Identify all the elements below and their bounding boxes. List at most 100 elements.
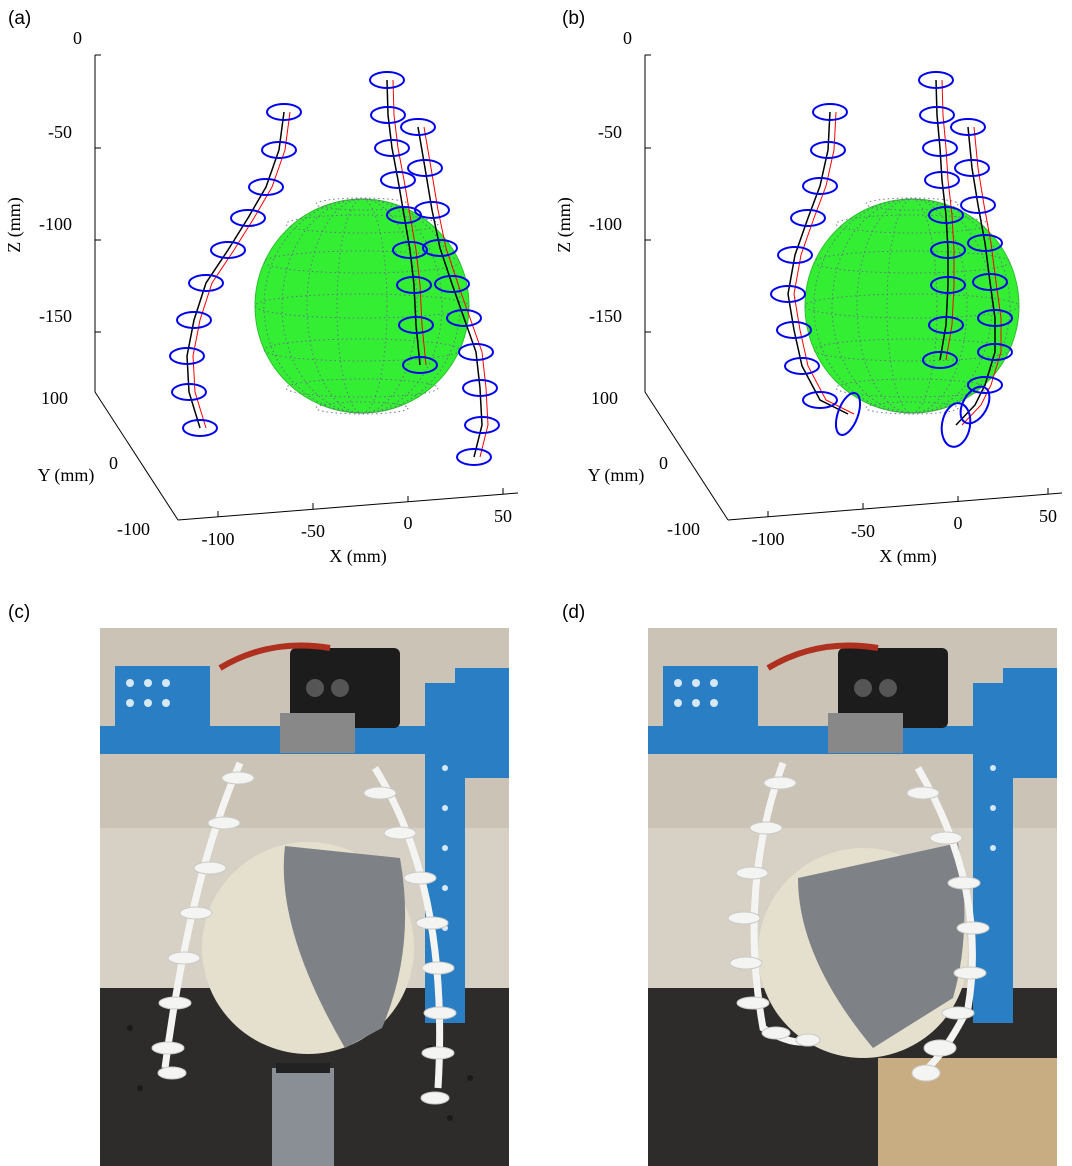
z-tick-label: -100 bbox=[39, 214, 72, 234]
fingers bbox=[770, 71, 1013, 448]
z-ticks: 0 -50 -100 -150 bbox=[589, 28, 651, 333]
disk-marker bbox=[802, 177, 838, 195]
disk-marker bbox=[392, 241, 428, 259]
disk-marker bbox=[446, 309, 482, 327]
y-ticks: 100 0 -100 bbox=[591, 388, 700, 539]
disk-marker bbox=[210, 241, 246, 259]
disk-marker bbox=[464, 416, 500, 434]
disk-marker bbox=[810, 141, 846, 159]
y-axis-label: Y (mm) bbox=[38, 465, 95, 486]
disk-marker bbox=[434, 275, 470, 293]
disk-marker bbox=[834, 392, 862, 436]
reference-curve bbox=[793, 111, 855, 415]
plot-a: 0 -50 -100 -150 Z (mm) 100 0 -100 Y (mm)… bbox=[4, 28, 519, 567]
disk-marker bbox=[380, 171, 416, 189]
finger-2 bbox=[918, 71, 966, 369]
disk-marker bbox=[784, 357, 820, 375]
x-axis-label: X (mm) bbox=[329, 546, 387, 567]
disk-marker bbox=[414, 201, 450, 219]
disk-marker bbox=[919, 106, 955, 124]
finger-3 bbox=[400, 118, 500, 466]
x-tick-label: 50 bbox=[1039, 506, 1057, 526]
photo-c bbox=[100, 628, 509, 1166]
disk-marker bbox=[977, 343, 1013, 361]
photo-c-scene bbox=[100, 628, 509, 1166]
reference-curve bbox=[423, 126, 489, 458]
x-ticks: -100 -50 0 50 bbox=[202, 488, 512, 549]
disk-marker bbox=[422, 239, 458, 257]
disk-marker bbox=[400, 118, 436, 136]
disk-marker bbox=[790, 209, 826, 227]
disk-marker bbox=[928, 206, 964, 224]
disk-marker bbox=[922, 139, 958, 157]
x-axis-label: X (mm) bbox=[879, 546, 937, 567]
y-tick-label: 0 bbox=[109, 453, 118, 473]
z-ticks: 0 -50 -100 -150 bbox=[39, 28, 101, 333]
x-tick-label: 50 bbox=[494, 506, 512, 526]
disk-marker bbox=[924, 171, 960, 189]
y-ticks: 100 0 -100 bbox=[41, 388, 150, 539]
y-tick-label: 0 bbox=[659, 453, 668, 473]
backbone-curve bbox=[417, 126, 483, 458]
panel-label-c: (c) bbox=[8, 602, 31, 623]
disk-marker bbox=[369, 71, 405, 89]
disk-marker bbox=[972, 273, 1008, 291]
fingers bbox=[169, 71, 500, 466]
disk-marker bbox=[396, 276, 432, 294]
photo-d bbox=[648, 628, 1057, 1166]
finger-left bbox=[151, 761, 255, 1080]
disk-marker bbox=[169, 347, 205, 365]
x-tick-label: -50 bbox=[851, 521, 875, 541]
x-tick-label: -50 bbox=[301, 521, 325, 541]
finger-3 bbox=[940, 118, 1013, 448]
y-tick-label: 100 bbox=[591, 388, 618, 408]
x-tick-label: 0 bbox=[404, 513, 413, 533]
finger-right bbox=[363, 766, 457, 1105]
disk-marker bbox=[776, 321, 812, 339]
disk-marker bbox=[930, 241, 966, 259]
disk-marker bbox=[182, 419, 218, 437]
disk-marker bbox=[370, 106, 406, 124]
reference-curve bbox=[961, 126, 1002, 426]
disk-marker bbox=[777, 246, 813, 264]
disk-marker bbox=[918, 71, 954, 89]
disk-marker bbox=[922, 351, 958, 369]
x-tick-label: 0 bbox=[954, 513, 963, 533]
disk-marker bbox=[386, 206, 422, 224]
disk-marker bbox=[456, 448, 492, 466]
x-tick-label: -100 bbox=[752, 529, 785, 549]
y-tick-label: 100 bbox=[41, 388, 68, 408]
sphere bbox=[804, 197, 1020, 415]
reference-curve bbox=[192, 111, 291, 429]
disk-marker bbox=[977, 309, 1013, 327]
photo-d-scene bbox=[648, 628, 1057, 1166]
backbone-curve bbox=[787, 111, 849, 415]
x-axis-line bbox=[727, 492, 1063, 521]
disk-marker bbox=[967, 376, 1003, 394]
disk-marker bbox=[261, 141, 297, 159]
disk-marker bbox=[960, 196, 996, 214]
y-axis-line bbox=[94, 391, 179, 521]
disk-marker bbox=[398, 316, 434, 334]
finger-2 bbox=[369, 71, 438, 374]
y-axis-line bbox=[644, 391, 729, 521]
z-tick-label: -50 bbox=[598, 122, 622, 142]
backbone-curve bbox=[935, 79, 949, 361]
z-axis-label: Z (mm) bbox=[554, 197, 575, 253]
backbone-curve bbox=[386, 79, 421, 366]
backbone-curve bbox=[186, 111, 285, 429]
disk-marker bbox=[928, 316, 964, 334]
disk-marker bbox=[940, 402, 972, 448]
z-tick-label: -150 bbox=[589, 306, 622, 326]
finger-left bbox=[727, 761, 821, 1047]
x-axis-line bbox=[177, 492, 519, 521]
panel-label-d: (d) bbox=[562, 602, 586, 623]
finger-right bbox=[906, 766, 990, 1082]
plot-b: 0 -50 -100 -150 Z (mm) 100 0 -100 Y (mm)… bbox=[554, 28, 1063, 567]
x-tick-label: -100 bbox=[202, 529, 235, 549]
disk-marker bbox=[954, 159, 990, 177]
disk-marker bbox=[176, 311, 212, 329]
disk-marker bbox=[802, 391, 838, 409]
disk-marker bbox=[812, 103, 848, 121]
disk-marker bbox=[248, 178, 284, 196]
